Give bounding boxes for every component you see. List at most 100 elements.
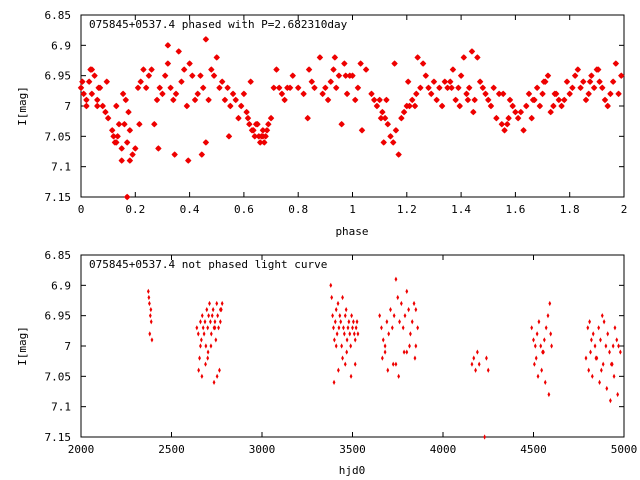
data-point (380, 355, 384, 361)
data-point (512, 108, 519, 116)
data-point (547, 108, 554, 116)
data-point (202, 139, 210, 146)
x-tick-label: 3500 (339, 443, 366, 456)
data-point (148, 331, 152, 337)
y-tick-label: 6.85 (45, 249, 72, 262)
data-point (341, 60, 348, 67)
data-point (474, 367, 477, 373)
data-point (517, 108, 525, 116)
data-point (197, 72, 204, 79)
data-point (211, 307, 215, 313)
data-point (416, 325, 420, 331)
data-point (532, 337, 535, 343)
data-point (111, 139, 119, 146)
data-point (189, 72, 196, 79)
y-tick-label: 6.9 (51, 279, 71, 292)
data-point (425, 84, 432, 91)
data-point (338, 121, 345, 128)
data-point (311, 84, 318, 91)
data-point (409, 96, 416, 104)
data-point (371, 96, 378, 104)
data-point (95, 84, 102, 91)
data-point (609, 398, 612, 404)
y-tick-label: 6.95 (45, 310, 72, 323)
data-point (203, 319, 207, 325)
data-point (199, 337, 203, 343)
data-point (119, 90, 127, 98)
data-point (596, 78, 603, 85)
data-point (546, 313, 550, 319)
data-point (470, 361, 474, 367)
phased-light-curve-plot: 075845+0537.4 phased with P=2.682310day … (16, 9, 627, 238)
x-tick-label: 2500 (158, 443, 185, 456)
data-point (164, 60, 172, 67)
data-point (394, 276, 398, 282)
data-point (196, 331, 200, 337)
data-point (265, 121, 272, 128)
data-point (332, 379, 336, 385)
data-point (172, 90, 180, 98)
data-point (355, 319, 359, 325)
data-point (413, 90, 420, 98)
data-point (148, 300, 151, 307)
data-point (504, 121, 511, 128)
data-point (110, 133, 117, 140)
data-point (295, 84, 302, 91)
data-point (354, 325, 358, 331)
data-point (470, 108, 477, 116)
data-point (180, 66, 188, 73)
data-point (571, 72, 579, 79)
data-point (422, 72, 429, 79)
data-point (206, 325, 210, 331)
data-point (411, 102, 419, 110)
data-point (77, 84, 85, 91)
data-point (612, 60, 620, 67)
x-tick-label: 0.8 (288, 203, 308, 216)
data-point (232, 96, 239, 104)
data-point (483, 434, 487, 440)
data-point (334, 307, 338, 313)
data-point (218, 307, 222, 313)
data-point (599, 84, 606, 91)
data-point (495, 90, 503, 98)
data-point (353, 361, 357, 367)
x-tick-label: 4000 (430, 443, 457, 456)
data-point (201, 325, 205, 331)
y-tick-label: 6.85 (45, 9, 72, 22)
data-point (414, 307, 418, 313)
data-point (441, 78, 449, 85)
data-point (390, 139, 397, 146)
x-axis-label: phase (335, 225, 368, 238)
data-point (455, 84, 462, 91)
data-point (612, 373, 616, 379)
data-point (582, 96, 590, 104)
x-tick-label: 2 (621, 203, 628, 216)
data-point (356, 331, 360, 337)
data-point (523, 102, 530, 110)
data-point (449, 66, 457, 73)
data-point (229, 90, 237, 98)
plot-title: 075845+0537.4 not phased light curve (89, 258, 327, 271)
data-point (199, 343, 202, 349)
x-tick-label: 5000 (611, 443, 638, 456)
data-point (227, 102, 234, 110)
data-point (590, 373, 594, 379)
data-point (613, 325, 617, 331)
data-point (115, 121, 123, 128)
data-point (216, 313, 220, 319)
data-point (335, 72, 343, 79)
data-point (218, 78, 226, 85)
data-point (569, 84, 576, 91)
data-point (436, 84, 443, 91)
data-point (208, 66, 215, 73)
data-point (401, 325, 405, 331)
data-point (381, 337, 385, 343)
data-point (213, 54, 220, 61)
data-point (343, 313, 347, 319)
data-point (205, 307, 209, 313)
data-point (346, 325, 350, 331)
data-point (200, 313, 204, 319)
data-point (343, 361, 347, 367)
data-point (308, 78, 315, 85)
x-tick-label: 1.2 (397, 203, 417, 216)
